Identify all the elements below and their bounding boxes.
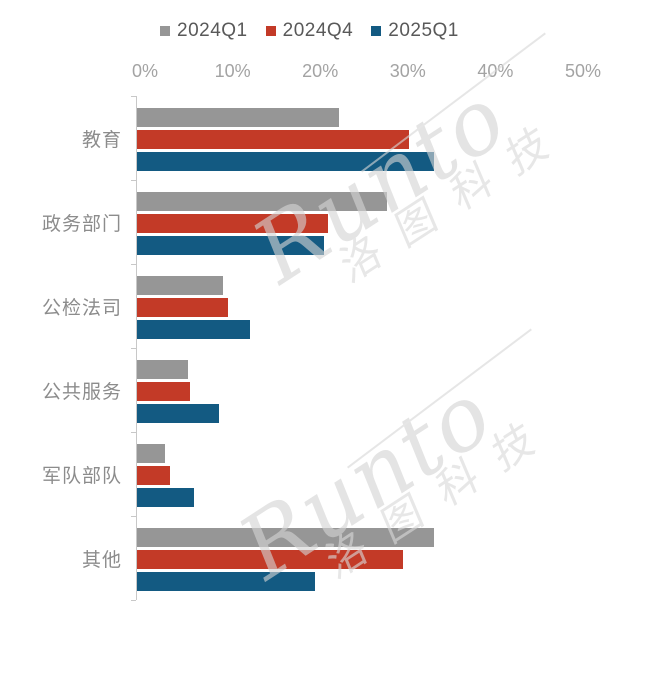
bar-2024Q4-政务部门	[137, 214, 328, 233]
bar-chart: 2024Q1 2024Q4 2025Q1 0% 10% 20% 30% 40% 50% 教育政…	[41, 20, 602, 601]
bar-2025Q1-其他	[137, 572, 316, 591]
legend-label: 2024Q4	[282, 20, 354, 41]
bar-2025Q1-教育	[137, 152, 434, 171]
axis-tick	[131, 264, 136, 265]
bar-2024Q4-其他	[137, 550, 403, 569]
bar-2024Q1-公检法司	[137, 276, 223, 295]
bar-2025Q1-公检法司	[137, 320, 251, 339]
category-label: 政务部门	[41, 213, 122, 235]
bar-2024Q4-公共服务	[137, 382, 190, 401]
bar-2024Q4-公检法司	[137, 298, 229, 317]
bar-2024Q4-军队部队	[137, 466, 171, 485]
bar-2025Q1-公共服务	[137, 404, 219, 423]
x-axis-tick-label: 10%	[214, 61, 251, 81]
y-axis-line	[136, 96, 137, 600]
bar-2024Q1-教育	[137, 108, 339, 127]
axis-tick	[131, 432, 136, 433]
legend-swatch-icon	[160, 26, 170, 36]
bar-2024Q1-政务部门	[137, 192, 388, 211]
axis-tick	[131, 96, 136, 97]
axis-tick	[131, 348, 136, 349]
legend-item-2024Q1: 2024Q1	[160, 20, 248, 42]
legend-swatch-icon	[371, 26, 382, 36]
axis-tick	[131, 180, 136, 181]
legend-item-2024Q4: 2024Q4	[265, 20, 354, 42]
x-axis-tick-label: 20%	[302, 61, 339, 81]
bar-2024Q4-教育	[137, 130, 410, 149]
x-axis-tick-label: 50%	[564, 61, 602, 81]
legend-label: 2024Q1	[177, 20, 248, 41]
category-label: 公共服务	[41, 381, 122, 403]
bar-2025Q1-军队部队	[137, 488, 195, 507]
x-axis-tick-label: 0%	[131, 61, 159, 81]
category-label: 其他	[81, 549, 122, 571]
category-label: 教育	[81, 129, 122, 151]
bar-2024Q1-公共服务	[137, 360, 188, 379]
bar-2024Q1-军队部队	[137, 444, 166, 463]
axis-tick	[131, 516, 136, 517]
legend-swatch-icon	[265, 26, 276, 36]
axis-tick	[131, 600, 136, 601]
category-label: 公检法司	[41, 297, 122, 319]
plot-area: 教育政务部门公检法司公共服务军队部队其他	[41, 96, 434, 601]
bar-2024Q1-其他	[137, 528, 434, 547]
category-label: 军队部队	[41, 465, 122, 487]
bar-2025Q1-政务部门	[137, 236, 324, 255]
